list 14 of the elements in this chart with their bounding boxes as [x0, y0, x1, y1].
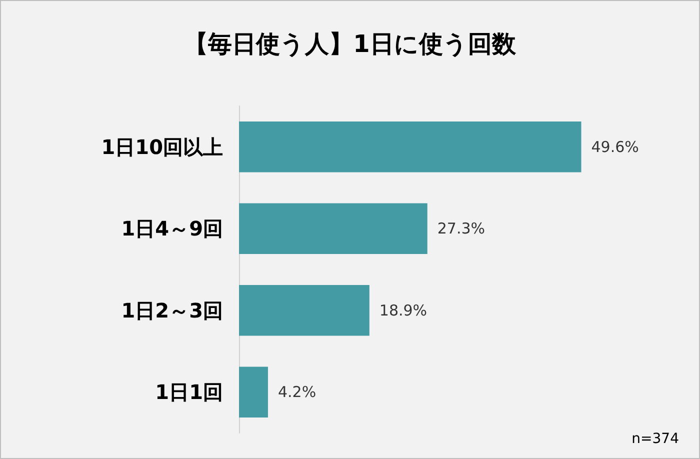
y-tick-label: 1日4～9回 — [121, 216, 223, 241]
data-label: 49.6% — [591, 138, 639, 156]
data-label: 18.9% — [379, 301, 428, 320]
text: n=374 — [632, 431, 680, 447]
y-tick-label: 1日2～3回 — [121, 298, 223, 322]
chart-title: 【毎日使う人】1日に使う回数 — [184, 30, 517, 58]
bar — [239, 285, 370, 336]
bar — [239, 122, 582, 172]
bar — [239, 203, 428, 254]
data-label: 27.3% — [437, 220, 486, 238]
y-tick-label: 1日1回 — [155, 380, 223, 404]
y-tick-label: 1日10回以上 — [101, 134, 223, 159]
bar — [239, 366, 268, 418]
data-label: 4.2% — [278, 383, 316, 402]
